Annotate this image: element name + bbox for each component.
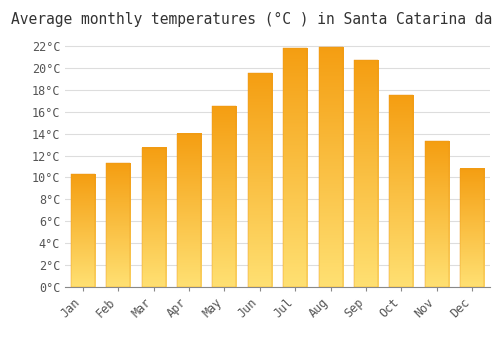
Title: Average monthly temperatures (°C ) in Santa Catarina da Serra: Average monthly temperatures (°C ) in Sa… — [10, 12, 500, 27]
Bar — [283, 48, 307, 287]
Bar — [318, 47, 342, 287]
Bar — [177, 134, 201, 287]
Bar — [142, 148, 166, 287]
Bar — [212, 106, 236, 287]
Bar — [70, 174, 94, 287]
Bar — [106, 163, 130, 287]
Bar — [354, 60, 378, 287]
Bar — [390, 95, 413, 287]
Bar — [248, 74, 272, 287]
Bar — [460, 169, 484, 287]
Bar — [425, 141, 449, 287]
